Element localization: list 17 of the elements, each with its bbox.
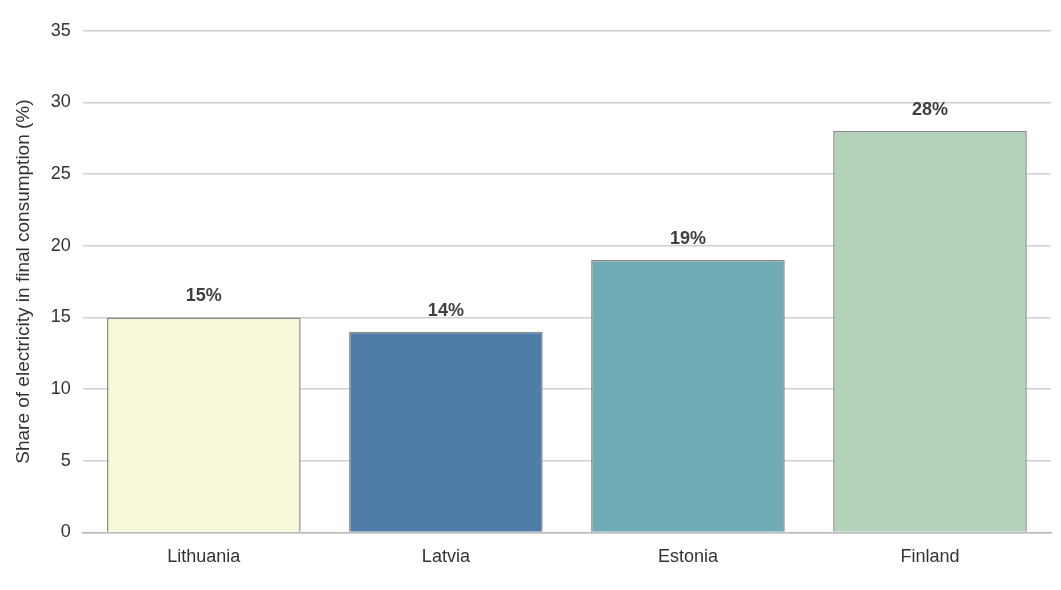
y-tick-label: 35 <box>50 19 71 40</box>
data-label: 19% <box>669 228 706 249</box>
x-tick-label: Lithuania <box>167 546 242 567</box>
y-tick-label: 25 <box>50 163 71 184</box>
x-tick-label: Estonia <box>657 546 719 567</box>
y-tick-label: 5 <box>60 449 71 470</box>
y-tick-label: 20 <box>50 234 71 255</box>
data-label: 28% <box>911 99 948 120</box>
x-tick-label: Finland <box>900 546 960 567</box>
y-tick-label: 30 <box>50 91 71 112</box>
data-label: 14% <box>427 299 464 320</box>
y-tick-label: 0 <box>60 521 71 542</box>
x-tick-label: Latvia <box>421 546 471 567</box>
y-tick-label: 10 <box>50 378 71 399</box>
y-tick-label: 15 <box>50 306 71 327</box>
y-axis-title: Share of electricity in final consumption (%) <box>11 99 33 464</box>
data-label: 15% <box>185 285 222 306</box>
